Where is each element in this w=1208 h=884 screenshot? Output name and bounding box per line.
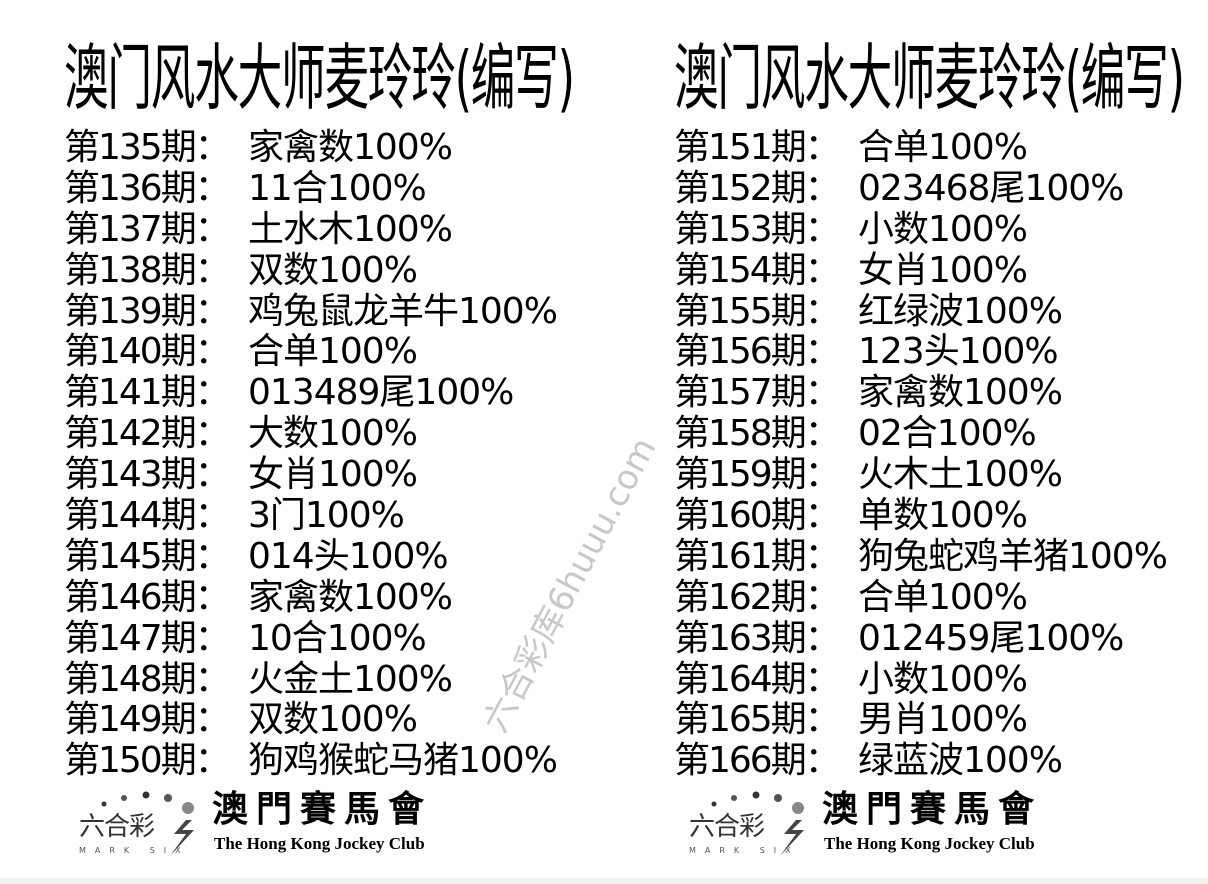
prediction-value: 绿蓝波100%: [858, 740, 1063, 782]
mark-six-logo: 六合彩 MARK SIX: [74, 790, 204, 860]
period-label: 第163期：: [674, 617, 841, 659]
period-label: 第138期：: [64, 249, 231, 291]
left-logo: 六合彩 MARK SIX 澳門賽馬會 The Hong Kong Jockey …: [74, 788, 514, 860]
prediction-value: 012459尾100%: [858, 617, 1124, 659]
period-label: 第162期：: [674, 576, 841, 618]
mark-six-dots-icon: [101, 791, 194, 856]
left-column: 澳门风水大师麦玲玲(编写) 第135期： 家禽数100% 第136期： 11合100%…: [64, 0, 664, 884]
period-label: 第148期：: [64, 658, 231, 700]
period-label: 第159期：: [674, 454, 841, 496]
period-label: 第147期：: [64, 617, 231, 659]
period-label: 第141期：: [64, 372, 231, 414]
jockey-club-en: The Hong Kong Jockey Club: [824, 834, 1035, 853]
prediction-value: 狗鸡猴蛇马猪100%: [248, 740, 558, 782]
period-label: 第155期：: [674, 290, 841, 332]
mark-six-logo: 六合彩 MARK SIX: [684, 790, 814, 860]
prediction-value: 土水木100%: [248, 208, 453, 250]
prediction-value: 红绿波100%: [858, 290, 1063, 332]
left-title: 澳门风水大师麦玲玲(编写): [64, 36, 575, 120]
period-label: 第142期：: [64, 413, 231, 455]
period-label: 第157期：: [674, 372, 841, 414]
mark-six-dots-icon: [711, 791, 804, 856]
jockey-club-cn: 澳門賽馬會: [212, 788, 433, 830]
right-column: 澳门风水大师麦玲玲(编写) 第151期： 合单100% 第152期： 023468尾1…: [674, 0, 1208, 884]
prediction-value: 家禽数100%: [248, 576, 453, 618]
period-label: 第156期：: [674, 331, 841, 373]
period-label: 第161期：: [674, 535, 841, 577]
prediction-value: 女肖100%: [248, 454, 418, 496]
prediction-value: 10合100%: [248, 617, 427, 659]
prediction-value: 合单100%: [858, 127, 1028, 168]
period-label: 第140期：: [64, 331, 231, 373]
prediction-value: 014头100%: [248, 535, 449, 577]
period-label: 第149期：: [64, 699, 231, 741]
prediction-value: 火金土100%: [248, 658, 453, 700]
period-label: 第165期：: [674, 699, 841, 741]
period-label: 第158期：: [674, 413, 841, 455]
prediction-value: 双数100%: [248, 699, 418, 741]
period-label: 第152期：: [674, 167, 841, 209]
prediction-value: 狗兔蛇鸡羊猪100%: [858, 535, 1168, 577]
prediction-value: 023468尾100%: [858, 167, 1124, 209]
prediction-value: 02合100%: [858, 413, 1037, 455]
period-label: 第137期：: [64, 208, 231, 250]
period-label: 第153期：: [674, 208, 841, 250]
jockey-club-cn: 澳門賽馬會: [822, 788, 1043, 830]
period-label: 第166期：: [674, 740, 841, 782]
right-title: 澳门风水大师麦玲玲(编写): [674, 36, 1185, 120]
left-title-box: 澳门风水大师麦玲玲(编写): [64, 36, 575, 120]
period-label: 第164期：: [674, 658, 841, 700]
prediction-value: 鸡兔鼠龙羊牛100%: [248, 290, 558, 332]
period-label: 第143期：: [64, 454, 231, 496]
prediction-value: 家禽数100%: [858, 372, 1063, 414]
jockey-club-en: The Hong Kong Jockey Club: [214, 834, 425, 853]
right-title-box: 澳门风水大师麦玲玲(编写): [674, 36, 1185, 120]
bottom-strip: [0, 878, 1208, 884]
period-label: 第160期：: [674, 495, 841, 537]
period-label: 第151期：: [674, 127, 841, 168]
prediction-value: 11合100%: [248, 167, 427, 209]
period-label: 第145期：: [64, 535, 231, 577]
prediction-value: 123头100%: [858, 331, 1059, 373]
period-label: 第139期：: [64, 290, 231, 332]
prediction-value: 大数100%: [248, 413, 418, 455]
prediction-value: 单数100%: [858, 495, 1028, 537]
period-label: 第150期：: [64, 740, 231, 782]
prediction-value: 火木土100%: [858, 454, 1063, 496]
period-label: 第144期：: [64, 495, 231, 537]
prediction-value: 小数100%: [858, 208, 1028, 250]
prediction-value: 013489尾100%: [248, 372, 514, 414]
prediction-value: 双数100%: [248, 249, 418, 291]
prediction-value: 合单100%: [858, 576, 1028, 618]
period-label: 第146期：: [64, 576, 231, 618]
prediction-value: 小数100%: [858, 658, 1028, 700]
right-logo: 六合彩 MARK SIX 澳門賽馬會 The Hong Kong Jockey …: [684, 788, 1124, 860]
prediction-value: 女肖100%: [858, 249, 1028, 291]
period-label: 第135期：: [64, 127, 231, 168]
prediction-value: 3门100%: [248, 495, 405, 537]
period-label: 第136期：: [64, 167, 231, 209]
period-label: 第154期：: [674, 249, 841, 291]
prediction-value: 男肖100%: [858, 699, 1028, 741]
prediction-value: 家禽数100%: [248, 127, 453, 168]
prediction-value: 合单100%: [248, 331, 418, 373]
